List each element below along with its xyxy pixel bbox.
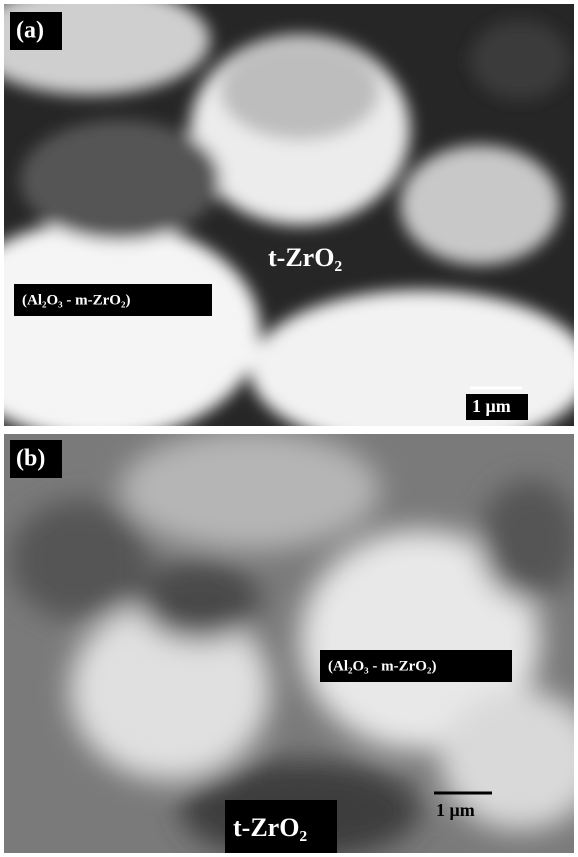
phase-label: t-ZrO₂ [268, 243, 342, 272]
scale-bar-label: 1 μm [436, 800, 475, 820]
panel-a: (a) t-ZrO₂ (Al₂O₃ - m-ZrO₂) 1 μm [0, 0, 578, 450]
composite-label: (Al₂O₃ - m-ZrO₂) [328, 658, 436, 674]
figure: (a) t-ZrO₂ (Al₂O₃ - m-ZrO₂) 1 μm (b) (Al… [0, 0, 578, 857]
page: {"panels": [ {"label": "(a)", "phase_lab… [0, 0, 578, 857]
phase-label: t-ZrO₂ [233, 813, 307, 842]
composite-label: (Al₂O₃ - m-ZrO₂) [22, 292, 130, 308]
panel-label: (a) [16, 18, 44, 44]
scale-bar-label: 1 μm [472, 396, 511, 416]
panel-label: (b) [16, 446, 45, 472]
panel-b: (b) (Al₂O₃ - m-ZrO₂) t-ZrO₂ 1 μm [4, 430, 578, 857]
